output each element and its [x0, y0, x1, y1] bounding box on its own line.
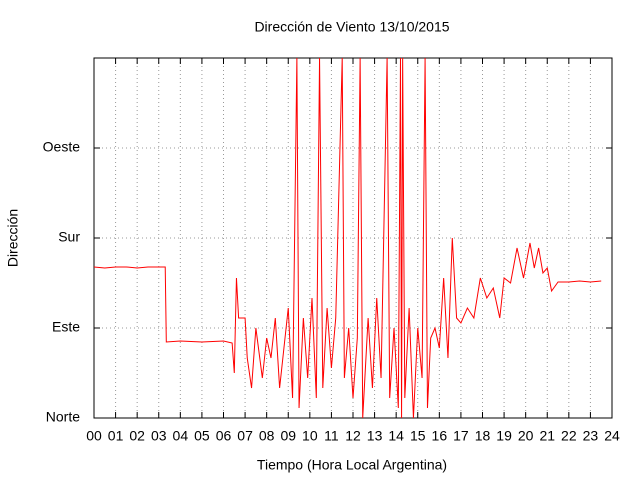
- x-tick-label: 23: [583, 428, 599, 444]
- x-tick-label: 13: [367, 428, 383, 444]
- x-tick-label: 04: [173, 428, 189, 444]
- x-tick-label: 19: [496, 428, 512, 444]
- y-tick-label: Sur: [58, 229, 80, 245]
- x-tick-label: 08: [259, 428, 275, 444]
- x-tick-label: 22: [561, 428, 577, 444]
- x-tick-label: 00: [86, 428, 102, 444]
- x-tick-label: 07: [237, 428, 253, 444]
- x-tick-label: 16: [432, 428, 448, 444]
- x-tick-label: 01: [108, 428, 124, 444]
- x-tick-label: 03: [151, 428, 167, 444]
- x-tick-label: 09: [280, 428, 296, 444]
- x-tick-label: 02: [129, 428, 145, 444]
- x-tick-label: 06: [216, 428, 232, 444]
- x-tick-label: 18: [475, 428, 491, 444]
- plot-frame: [93, 57, 613, 419]
- y-tick-label: Este: [52, 319, 80, 335]
- x-tick-label: 21: [539, 428, 555, 444]
- x-tick-label: 17: [453, 428, 469, 444]
- x-tick-label: 15: [410, 428, 426, 444]
- x-tick-label: 14: [388, 428, 404, 444]
- chart-title: Dirección de Viento 13/10/2015: [254, 19, 449, 35]
- y-axis-label: Dirección: [5, 209, 21, 267]
- x-axis-label: Tiempo (Hora Local Argentina): [257, 457, 447, 473]
- x-tick-label: 20: [518, 428, 534, 444]
- x-tick-label: 10: [302, 428, 318, 444]
- x-tick-label: 12: [345, 428, 361, 444]
- x-tick-label: 11: [324, 428, 339, 444]
- data-line: [93, 57, 602, 419]
- y-tick-label: Norte: [46, 409, 80, 425]
- y-tick-label: Oeste: [43, 139, 81, 155]
- x-tick-label: 24: [604, 428, 620, 444]
- x-tick-label: 05: [194, 428, 210, 444]
